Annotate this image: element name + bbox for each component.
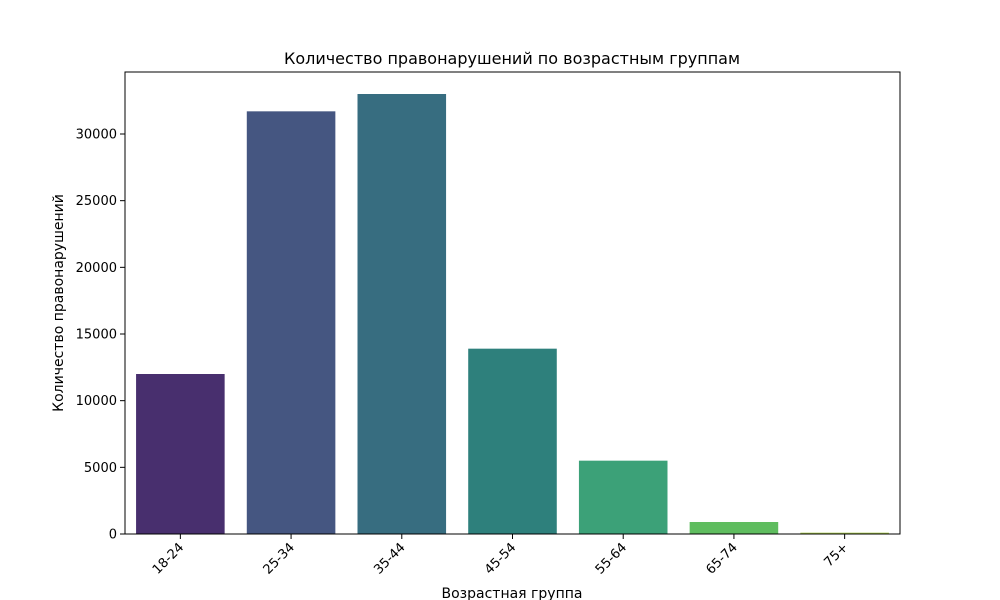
y-tick-label: 0 <box>109 528 117 543</box>
y-tick-label: 25000 <box>76 194 117 209</box>
bar-35-44 <box>357 94 447 534</box>
chart-title: Количество правонарушений по возрастным … <box>284 49 740 68</box>
bar-25-34 <box>246 111 336 534</box>
bars-group <box>136 94 889 534</box>
y-axis-label: Количество правонарушений <box>51 194 67 412</box>
bar-65-74 <box>689 522 779 534</box>
plot-frame <box>124 71 901 535</box>
bar-45-54 <box>468 348 557 534</box>
y-ticks-group: 0 5000 10000 15000 20000 25000 30000 <box>76 128 125 543</box>
x-axis-label: Возрастная группа <box>442 586 583 600</box>
y-tick-label: 20000 <box>76 261 117 276</box>
y-tick-label: 15000 <box>76 328 117 343</box>
y-tick-label: 5000 <box>84 461 117 476</box>
bar-55-64 <box>578 460 668 534</box>
y-tick-label: 30000 <box>76 128 117 143</box>
bar-18-24 <box>136 374 225 534</box>
bar-75+ <box>800 532 889 534</box>
y-tick-label: 10000 <box>76 394 117 409</box>
